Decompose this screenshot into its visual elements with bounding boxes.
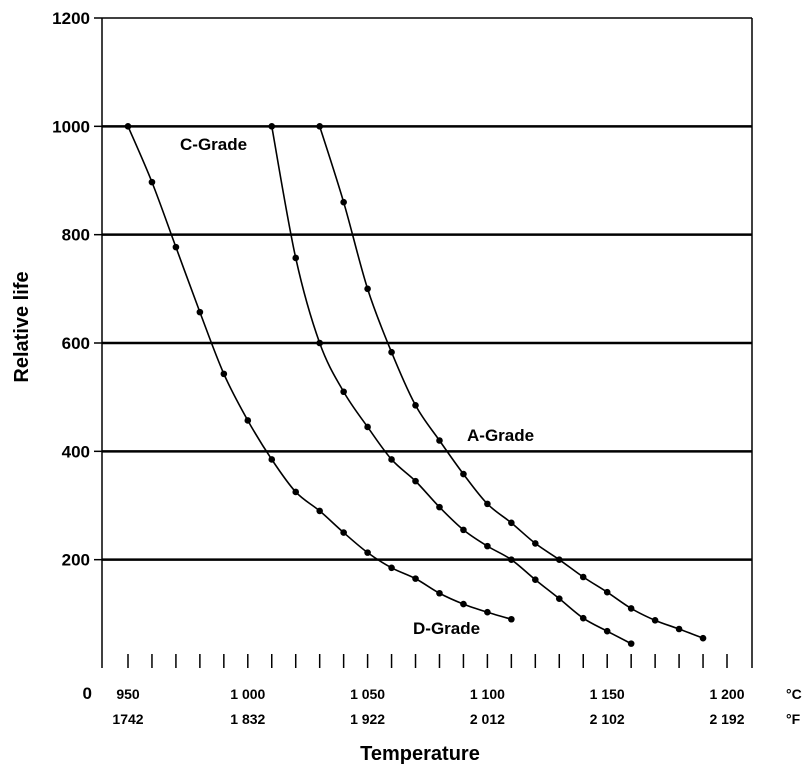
y-tick-label: 200 xyxy=(62,551,90,570)
data-point-a-grade xyxy=(555,556,563,563)
data-point-d-grade xyxy=(220,370,228,378)
series-line-a-grade xyxy=(318,126,704,639)
data-point-a-grade xyxy=(675,625,683,633)
y-tick-label: 0 xyxy=(83,684,92,703)
y-tick-label: 1200 xyxy=(52,9,90,28)
data-point-a-grade xyxy=(436,437,443,444)
data-point-a-grade xyxy=(364,285,371,293)
y-tick-label: 600 xyxy=(62,334,90,353)
x-tick-label-c: 1 200 xyxy=(709,686,744,702)
x-tick-label-c: 950 xyxy=(116,686,140,702)
x-tick-label-f: 1 922 xyxy=(350,711,385,727)
x-tick-label-c: 1 150 xyxy=(590,686,625,702)
data-point-d-grade xyxy=(484,608,491,616)
data-point-a-grade xyxy=(603,588,611,596)
data-point-a-grade xyxy=(532,540,539,547)
data-point-a-grade xyxy=(388,348,395,356)
data-point-d-grade xyxy=(508,615,515,623)
labels-group: 0 200 400 600 800 1000 1200 950 1742 1 000 1 832 1 … xyxy=(52,9,745,727)
data-point-d-grade xyxy=(172,243,180,251)
data-point-d-grade xyxy=(316,507,323,515)
data-point-c-grade xyxy=(627,640,635,647)
axes xyxy=(94,17,753,668)
data-point-c-grade xyxy=(555,595,563,602)
y-tick-label: 400 xyxy=(62,442,90,461)
data-point-a-grade xyxy=(484,500,491,508)
y-axis-title: Relative life xyxy=(11,271,33,382)
x-unit-fahrenheit: °F xyxy=(786,711,801,727)
x-tick-label-c: 1 050 xyxy=(350,686,385,702)
series-label-d-grade: D-Grade xyxy=(413,619,480,638)
data-point-d-grade xyxy=(436,589,443,597)
x-tick-label-f: 1742 xyxy=(112,711,143,727)
data-point-c-grade xyxy=(292,254,300,262)
data-point-a-grade xyxy=(508,519,515,527)
data-point-d-grade xyxy=(460,600,467,608)
data-point-d-grade xyxy=(340,529,347,536)
data-point-a-grade xyxy=(651,617,659,624)
data-point-a-grade xyxy=(412,401,419,409)
data-point-c-grade xyxy=(508,556,515,563)
y-tick-label: 1000 xyxy=(52,117,90,136)
data-point-c-grade xyxy=(340,388,347,396)
data-point-c-grade xyxy=(436,503,443,511)
data-point-a-grade xyxy=(340,198,347,206)
data-point-c-grade xyxy=(268,123,276,130)
data-point-d-grade xyxy=(412,575,419,582)
x-tick-label-f: 2 012 xyxy=(470,711,505,727)
data-point-c-grade xyxy=(579,614,587,622)
x-unit-celsius: °C xyxy=(786,686,802,702)
data-point-c-grade xyxy=(364,423,371,431)
data-point-c-grade xyxy=(412,477,419,485)
series-line-d-grade xyxy=(127,126,512,621)
data-point-d-grade xyxy=(364,549,371,556)
data-point-d-grade xyxy=(148,178,156,186)
data-point-d-grade xyxy=(292,488,300,496)
data-point-c-grade xyxy=(388,456,395,463)
data-point-a-grade xyxy=(627,605,635,612)
data-point-a-grade xyxy=(699,634,707,642)
data-point-c-grade xyxy=(532,576,539,584)
data-point-c-grade xyxy=(460,526,467,534)
x-tick-label-f: 2 192 xyxy=(709,711,744,727)
x-tick-label-f: 1 832 xyxy=(230,711,265,727)
data-point-a-grade xyxy=(460,470,467,478)
series-label-c-grade: C-Grade xyxy=(180,135,247,154)
data-point-d-grade xyxy=(268,456,276,463)
x-tick-label-c: 1 000 xyxy=(230,686,265,702)
series-label-a-grade: A-Grade xyxy=(467,426,534,445)
x-tick-label-f: 2 102 xyxy=(590,711,625,727)
data-point-c-grade xyxy=(484,542,491,550)
grid-lines xyxy=(102,125,752,561)
data-point-d-grade xyxy=(244,417,252,424)
data-point-a-grade xyxy=(579,573,587,581)
x-axis-title: Temperature xyxy=(360,743,480,765)
data-point-a-grade xyxy=(316,123,323,130)
data-point-d-grade xyxy=(124,123,132,130)
series-line-c-grade xyxy=(270,126,632,645)
data-point-c-grade xyxy=(316,339,323,347)
data-point-c-grade xyxy=(603,627,611,635)
data-point-d-grade xyxy=(196,308,204,316)
series-group xyxy=(124,123,707,647)
x-tick-label-c: 1 100 xyxy=(470,686,505,702)
data-point-d-grade xyxy=(388,564,395,572)
y-tick-label: 800 xyxy=(62,226,90,245)
